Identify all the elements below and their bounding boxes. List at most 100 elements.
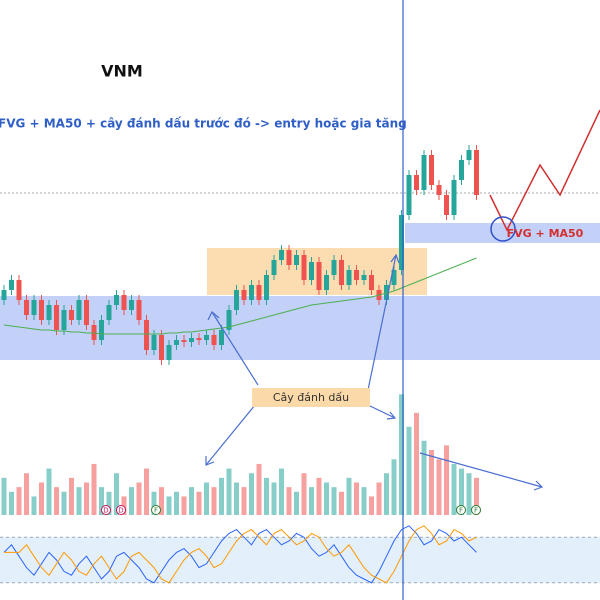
subtitle: FVG + MA50 + cây đánh dấu trước đó -> en… [0,117,407,131]
volume-bar [219,477,224,515]
badge [101,505,111,515]
demand-zone [0,296,600,360]
volume-bar [444,445,449,515]
volume-bar [451,463,457,515]
candle-body [444,195,449,215]
candle-body [121,295,127,310]
volume-bar [459,468,464,515]
candle-body [474,150,479,195]
volume-bar [84,482,89,515]
volume-bar [414,412,419,515]
volume-bar [189,487,194,515]
chart-title: VNM [101,62,143,81]
volume-bar [256,463,262,515]
candle-body [114,295,119,305]
fvg-zone [405,223,600,243]
candle-body [31,300,37,315]
volume-bar [16,487,22,515]
volume-bar [241,487,247,515]
volume-bar [361,487,367,515]
candle-body [61,310,67,330]
volume-bar [204,482,209,515]
candle-body [346,270,352,285]
candle-body [1,290,7,300]
candle-body [136,300,142,320]
candle-body [196,338,202,340]
volume-bar [391,459,397,515]
entry-circle [490,216,516,242]
candle-body [189,338,194,342]
candle-body [241,290,247,300]
label-box [252,388,370,407]
candle-body [264,275,269,300]
volume-bar [159,487,164,515]
badge [456,505,466,515]
candle-body [39,300,44,320]
volume-bar [226,468,232,515]
volume-bar [69,477,74,515]
volume-bar [151,491,157,515]
volume-bar [279,468,284,515]
volume-bar [136,482,142,515]
candle-body [84,300,89,325]
candle-body [76,300,82,320]
volume-bar [384,473,389,515]
candle-body [226,310,232,330]
volume-bar [474,477,479,515]
volume-bar [39,482,44,515]
volume-bar [421,440,427,515]
volume-bar [196,491,202,515]
candle-body [309,262,314,280]
volume-bar [99,487,104,515]
candle-body [69,310,74,320]
candle-body [339,260,344,285]
candle-body [99,320,104,340]
badge-text: D [118,507,123,515]
candle-body [174,340,179,345]
volume-bar [369,496,374,515]
volume-bar [54,487,59,515]
badge [151,505,161,515]
candle-body [451,180,457,215]
volume-bar [114,473,119,515]
candle-body [271,260,277,275]
candle-body [406,175,412,215]
candle-body [204,335,209,340]
volume-bar [76,487,82,515]
volume-bar [286,487,292,515]
volume-bar [121,496,127,515]
volume-bar [166,496,172,515]
candle-body [331,260,337,275]
candle-body [24,300,29,315]
candle-body [9,280,14,290]
volume-bar [264,477,269,515]
volume-bar [324,482,329,515]
volume-bar [331,487,337,515]
volume-bar [1,477,7,515]
volume-bar [301,473,307,515]
volume-bar [309,487,314,515]
volume-bar [234,482,239,515]
stoch-d [4,525,477,584]
candle-body [414,175,419,190]
volume-bar [174,491,179,515]
volume-bar [249,473,254,515]
candle-body [429,155,434,185]
candle-body [249,285,254,300]
candle-body [324,275,329,290]
volume-bar [271,482,277,515]
badge-text: F [154,507,158,515]
volume-bar [91,463,97,515]
candle-body [286,250,292,265]
candle-body [369,275,374,290]
candle-body [159,335,164,360]
candle-body [301,255,307,280]
volume-bar [406,426,412,515]
volume-bar [376,482,382,515]
volume-bar [294,491,299,515]
arrows [205,253,544,491]
marker-label: Cây đánh dấu [273,391,349,404]
candle-body [256,285,262,300]
volume-bar [316,477,322,515]
